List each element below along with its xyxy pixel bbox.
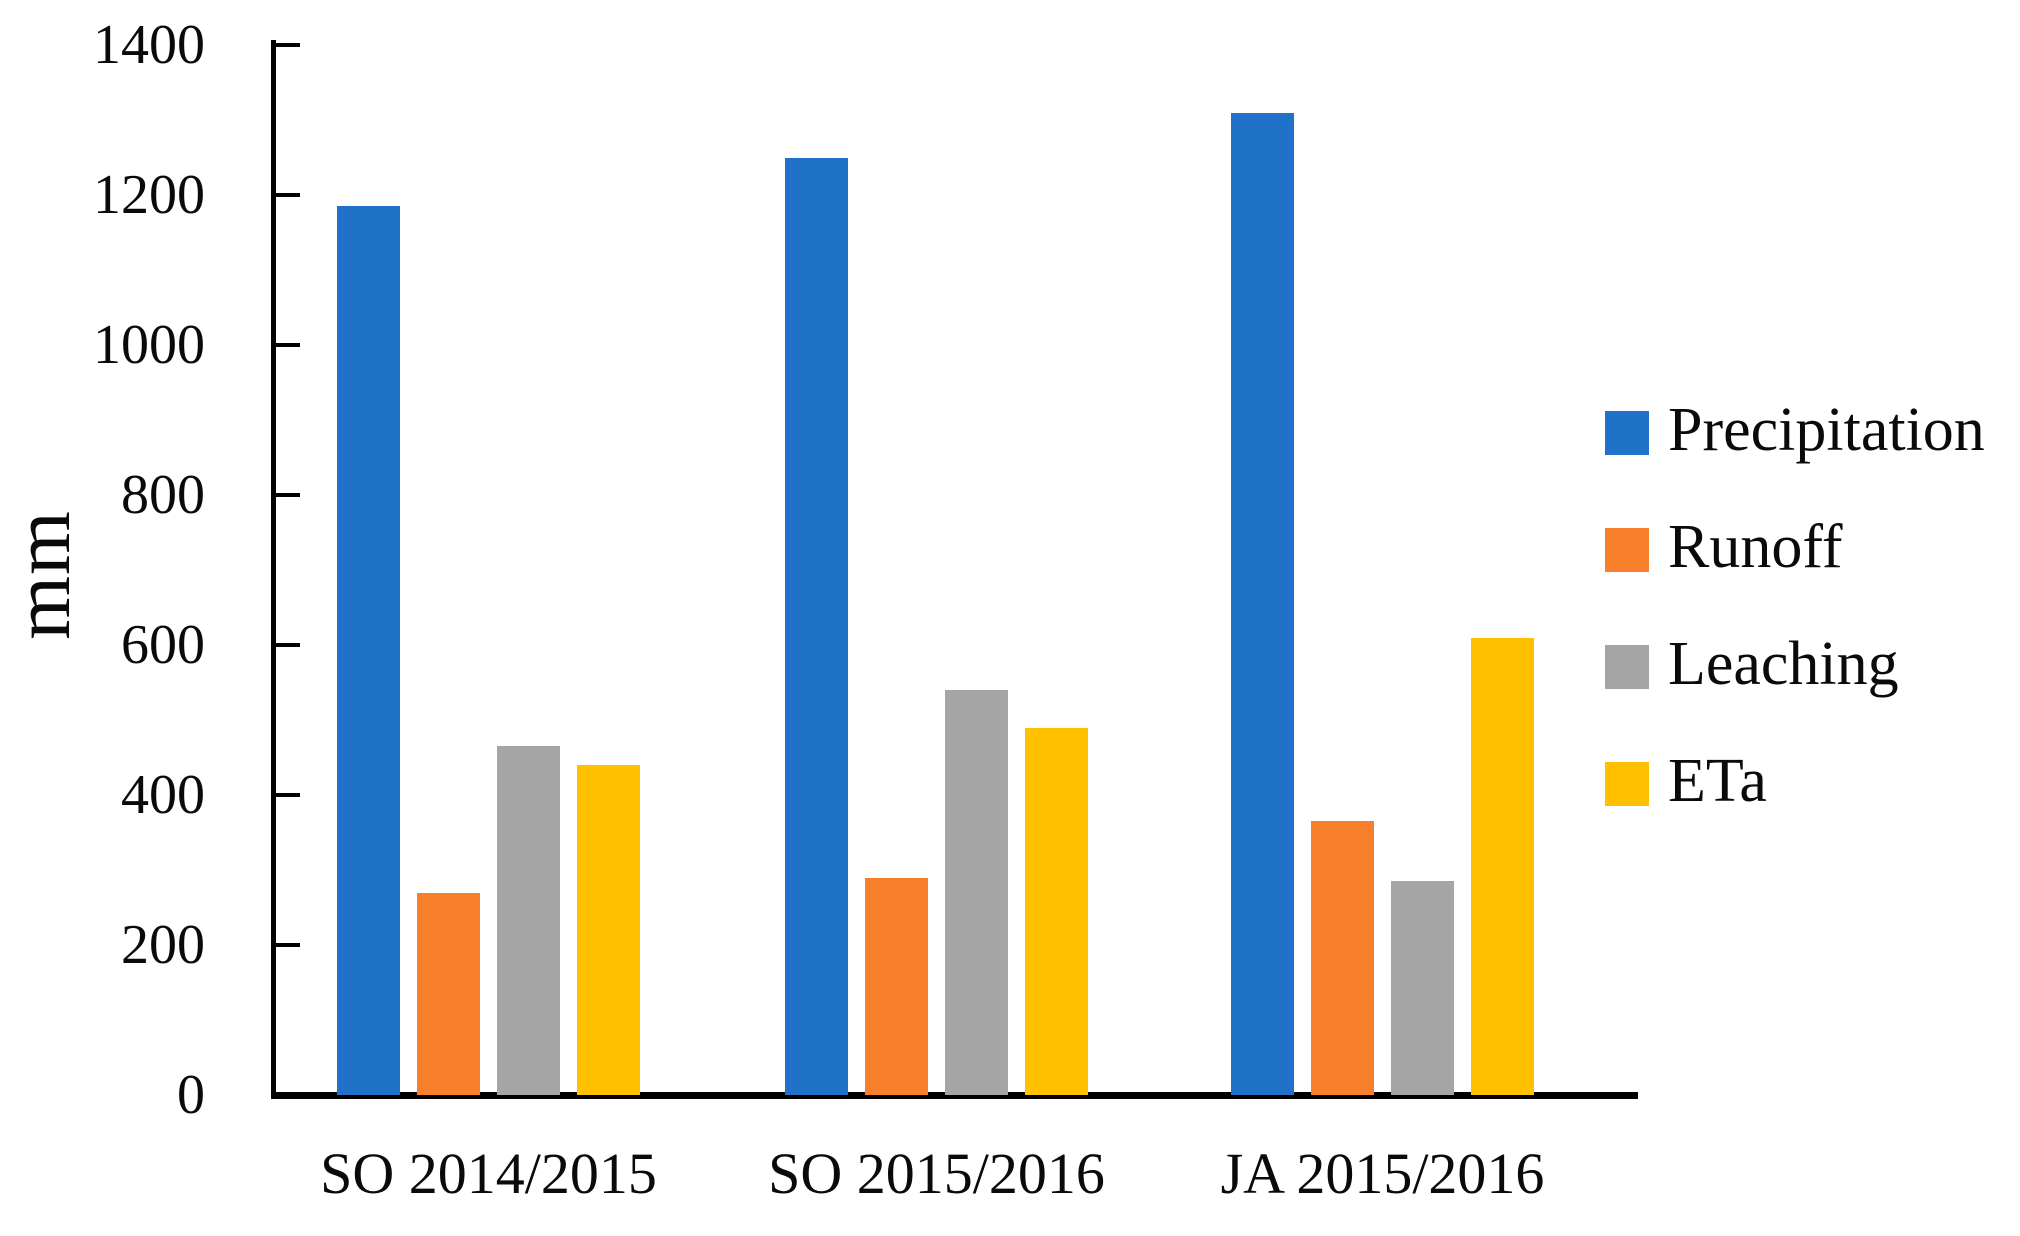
- legend-label-eta: ETa: [1668, 746, 1767, 815]
- legend-label-runoff: Runoff: [1668, 512, 1843, 581]
- y-tick-200: [276, 943, 300, 947]
- bar-precipitation-so-2014-2015: [337, 206, 400, 1095]
- legend-item-eta: ETa: [1605, 750, 1767, 812]
- x-axis-label-so-2015-2016: SO 2015/2016: [768, 1141, 1105, 1206]
- y-tick-label-1200: 1200: [93, 164, 205, 226]
- x-axis-label-so-2014-2015: SO 2014/2015: [320, 1141, 657, 1206]
- bar-runoff-so-2015-2016: [865, 877, 928, 1095]
- x-axis-label-ja-2015-2016: JA 2015/2016: [1220, 1141, 1545, 1206]
- y-tick-600: [276, 643, 300, 647]
- y-tick-1200: [276, 193, 300, 197]
- y-tick-label-800: 800: [121, 464, 205, 526]
- y-tick-label-1000: 1000: [93, 314, 205, 376]
- legend-label-leaching: Leaching: [1668, 629, 1899, 698]
- y-tick-label-1400: 1400: [93, 14, 205, 76]
- legend-swatch-eta: [1605, 761, 1649, 806]
- y-tick-label-200: 200: [121, 914, 205, 976]
- bar-precipitation-ja-2015-2016: [1231, 112, 1294, 1095]
- y-tick-800: [276, 493, 300, 497]
- y-tick-label-600: 600: [121, 614, 205, 676]
- y-axis-line: [271, 40, 276, 1096]
- y-tick-label-400: 400: [121, 764, 205, 826]
- bar-eta-so-2015-2016: [1025, 727, 1088, 1095]
- legend-swatch-precipitation: [1605, 410, 1649, 455]
- bar-runoff-so-2014-2015: [417, 892, 480, 1095]
- bar-eta-so-2014-2015: [577, 765, 640, 1095]
- legend-item-leaching: Leaching: [1605, 633, 1899, 695]
- bar-precipitation-so-2015-2016: [785, 157, 848, 1095]
- legend-item-runoff: Runoff: [1605, 516, 1843, 578]
- y-tick-label-0: 0: [177, 1064, 205, 1126]
- bar-eta-ja-2015-2016: [1471, 637, 1534, 1095]
- bar-leaching-so-2014-2015: [497, 746, 560, 1095]
- y-tick-1000: [276, 343, 300, 347]
- y-tick-1400: [276, 43, 300, 47]
- legend-item-precipitation: Precipitation: [1605, 399, 1985, 461]
- legend-swatch-runoff: [1605, 527, 1649, 572]
- y-tick-400: [276, 793, 300, 797]
- legend-label-precipitation: Precipitation: [1668, 395, 1985, 464]
- x-axis-line: [271, 1092, 1638, 1099]
- legend-swatch-leaching: [1605, 644, 1649, 689]
- bar-leaching-so-2015-2016: [945, 690, 1008, 1095]
- bar-leaching-ja-2015-2016: [1391, 881, 1454, 1095]
- bar-runoff-ja-2015-2016: [1311, 821, 1374, 1095]
